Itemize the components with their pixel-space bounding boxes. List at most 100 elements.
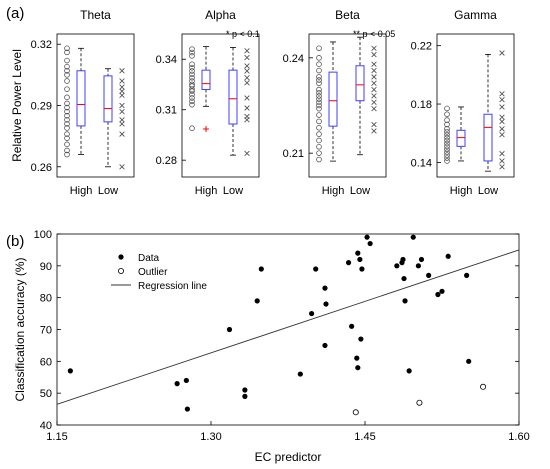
- high-point: [64, 72, 70, 78]
- boxplot-gamma: Gamma 0.14 0.18 0.22 High Low: [411, 8, 515, 197]
- high-point: [316, 144, 322, 150]
- y-tick-label: 0.28: [156, 155, 177, 167]
- x-axis-label: EC predictor: [255, 450, 322, 464]
- y-tick-label: 0.14: [411, 157, 432, 169]
- high-point: [64, 125, 70, 131]
- data-point: [466, 358, 472, 364]
- data-point: [402, 298, 408, 304]
- low-point: [119, 117, 125, 123]
- data-point: [367, 240, 373, 247]
- box: [103, 75, 113, 123]
- x-tick-label: Low: [478, 185, 498, 197]
- box: [328, 71, 338, 127]
- high-point: [444, 146, 450, 153]
- low-point: [119, 84, 125, 90]
- box: [355, 65, 365, 102]
- high-point: [316, 55, 322, 61]
- data-point: [242, 387, 248, 393]
- data-point: [242, 393, 248, 399]
- scatter-chart: 40 50 60 70 80 90 100 1.15 1.30 1.45 1.60 EC predic…: [13, 229, 530, 464]
- chart-title: Alpha: [205, 8, 236, 22]
- low-point: [371, 86, 377, 93]
- y-axis-label: Relative Power Level: [10, 49, 24, 162]
- low-point: [499, 118, 505, 125]
- high-point: [189, 61, 195, 68]
- low-point: [244, 150, 250, 157]
- low-point: [119, 131, 125, 137]
- high-point: [189, 91, 195, 98]
- low-point: [499, 150, 505, 157]
- high-point: [444, 149, 450, 155]
- high-point: [316, 86, 322, 93]
- high-point: [64, 78, 70, 84]
- plot-frame: [436, 33, 515, 178]
- high-point: [444, 134, 450, 141]
- data-point: [309, 310, 315, 317]
- low-point: [119, 108, 125, 115]
- outlier-point: [416, 399, 423, 406]
- low-point: [499, 50, 505, 56]
- legend-label: Outlier: [138, 267, 168, 278]
- x-tick-label: Low: [223, 185, 243, 197]
- chart-title: Theta: [80, 8, 111, 22]
- y-tick-label: 40: [40, 420, 52, 432]
- data-point: [359, 266, 365, 272]
- data-point: [183, 377, 189, 384]
- box: [228, 69, 238, 125]
- y-tick-label: 0.24: [283, 53, 304, 65]
- high-point: [64, 121, 70, 127]
- y-tick-label: 0.34: [156, 54, 177, 66]
- high-point: [316, 102, 322, 109]
- high-point: [64, 100, 70, 107]
- low-point: [371, 45, 377, 52]
- high-point: [189, 125, 195, 132]
- legend-box: [106, 248, 226, 299]
- low-point: [499, 164, 505, 170]
- low-point: [371, 74, 377, 80]
- x-tick-label: 1.30: [200, 431, 221, 443]
- chart-title: Beta: [335, 8, 360, 22]
- high-point: [316, 99, 322, 106]
- data-point: [254, 298, 260, 304]
- data-point: [357, 256, 363, 263]
- high-point: [316, 93, 322, 99]
- data-point: [418, 256, 425, 263]
- low-point: [499, 91, 505, 97]
- data-point: [358, 336, 364, 342]
- data-point: [364, 234, 370, 240]
- y-tick-label: 0.22: [411, 41, 432, 53]
- significance-annotation: ** p < 0.05: [353, 29, 395, 39]
- low-point: [371, 99, 377, 106]
- high-point: [64, 45, 70, 52]
- low-point: [119, 92, 125, 99]
- low-point: [371, 61, 377, 67]
- high-point: [189, 98, 195, 105]
- low-point: [371, 105, 377, 112]
- low-point: [371, 67, 377, 74]
- high-point: [316, 67, 322, 74]
- outlier-point: [480, 383, 487, 390]
- boxplot-alpha: Alpha * p < 0.1 0.28 0.31 0.34 High Low: [156, 8, 260, 197]
- high-point: [444, 105, 450, 112]
- x-tick-label: Low: [98, 185, 118, 197]
- data-point: [464, 272, 470, 278]
- low-point: [244, 80, 250, 86]
- low-point: [119, 78, 125, 84]
- y-tick-label: 0.26: [31, 162, 52, 174]
- data-point: [297, 371, 303, 377]
- x-tick-label: 1.45: [354, 431, 375, 443]
- high-point: [64, 117, 70, 123]
- data-point: [354, 355, 360, 361]
- high-point: [64, 104, 70, 111]
- high-point: [316, 137, 322, 144]
- high-point: [64, 108, 70, 115]
- x-tick-label: Low: [350, 185, 370, 197]
- y-tick-label: 0.29: [31, 101, 52, 113]
- low-point: [371, 121, 377, 128]
- high-point: [316, 61, 322, 67]
- y-tick-label: 60: [40, 356, 52, 368]
- low-point: [499, 158, 505, 164]
- high-point: [316, 74, 322, 80]
- low-point: [244, 54, 250, 61]
- outlier-point: [352, 409, 359, 416]
